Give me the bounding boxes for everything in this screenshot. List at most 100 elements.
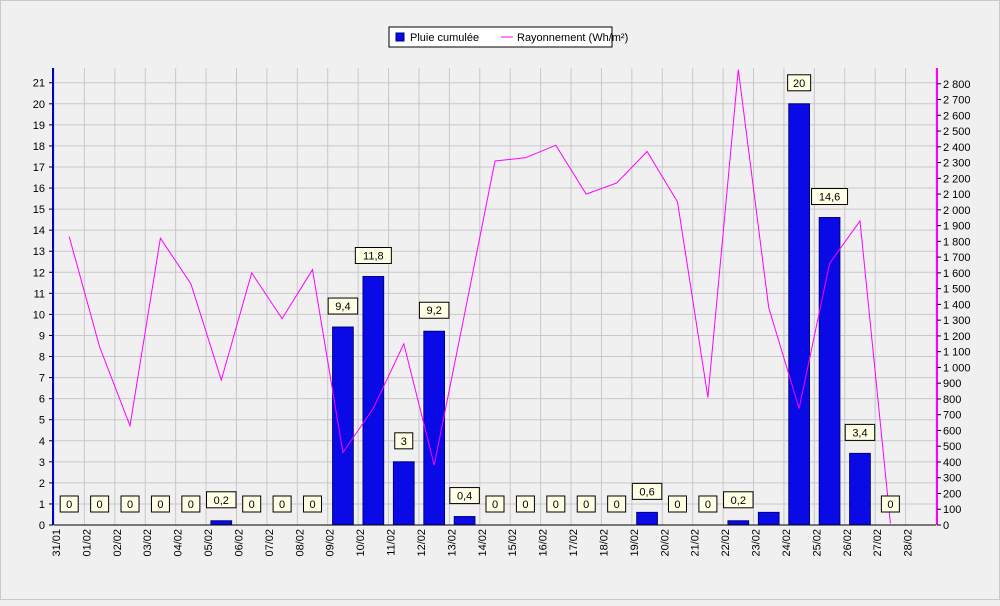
x-tick-label: 28/02 [903, 529, 915, 557]
data-label: 0 [157, 499, 163, 511]
y2-tick-label: 1 900 [943, 221, 971, 233]
data-label: 20 [793, 78, 805, 90]
legend: Pluie cumulée Rayonnement (Wh/m²) [388, 26, 628, 48]
data-label-box [272, 495, 292, 513]
y2-tick-label: 1 600 [943, 268, 971, 280]
y-tick-label: 10 [33, 309, 45, 321]
data-label: 0 [705, 499, 711, 511]
data-label-box [394, 432, 414, 450]
y2-tick-label: 1 200 [943, 331, 971, 343]
y2-tick-label: 500 [943, 441, 961, 453]
data-label: 0,6 [639, 486, 654, 498]
legend-label-rayonnement: Rayonnement (Wh/m²) [517, 32, 628, 44]
legend-swatch-pluie [395, 32, 405, 42]
data-labels: 0 0 0 0 0 0,2 0 0 0 9,4 11,8 3 9,2 0,4 0 0 0 0 0 0,6 0 0 0,2 20… [59, 74, 900, 513]
y2-tick-label: 2 000 [943, 205, 971, 217]
x-tick-label: 04/02 [173, 529, 185, 557]
y-tick-label: 13 [33, 246, 45, 258]
data-label: 0,2 [214, 495, 229, 507]
x-tick-label: 05/02 [203, 529, 215, 557]
data-label: 0 [309, 499, 315, 511]
x-tick-label: 06/02 [233, 529, 245, 557]
data-label: 3 [401, 436, 407, 448]
data-label: 0 [188, 499, 194, 511]
y-tick-label: 6 [39, 394, 45, 406]
y-tick-label: 0 [39, 520, 45, 532]
x-tick-label: 03/02 [142, 529, 154, 557]
x-tick-label: 10/02 [355, 529, 367, 557]
x-tick-label: 01/02 [81, 529, 93, 557]
y2-tick-label: 600 [943, 425, 961, 437]
y-tick-label: 19 [33, 120, 45, 132]
bar [788, 103, 810, 526]
bar [392, 461, 415, 526]
y-tick-label: 12 [33, 267, 45, 279]
data-label: 0 [97, 499, 103, 511]
data-label: 0 [522, 499, 528, 511]
y2-tick-label: 300 [943, 473, 961, 485]
data-label: 0 [279, 499, 285, 511]
y-tick-label: 17 [33, 162, 45, 174]
x-tick-label: 16/02 [538, 529, 550, 557]
data-label: 0 [66, 499, 72, 511]
bar [210, 520, 233, 526]
data-label: 0 [583, 499, 589, 511]
data-label-box [607, 495, 627, 513]
bar [362, 275, 385, 526]
data-label: 0 [492, 499, 498, 511]
y-tick-label: 15 [33, 204, 45, 216]
data-label-box [90, 495, 110, 513]
data-label: 11,8 [363, 250, 384, 262]
y-tick-label: 7 [39, 373, 45, 385]
data-label-box [59, 495, 79, 513]
y2-tick-label: 1 300 [943, 315, 971, 327]
data-label-box [515, 495, 535, 513]
data-label-box [242, 495, 262, 513]
data-label: 0,2 [731, 495, 746, 507]
line-series [68, 69, 891, 524]
y2-tick-label: 2 600 [943, 110, 971, 122]
x-tick-label: 09/02 [325, 529, 337, 557]
data-label-box [698, 495, 718, 513]
y-tick-label: 2 [39, 478, 45, 490]
y2-tick-label: 2 400 [943, 142, 971, 154]
data-label-box [667, 495, 687, 513]
y2-tick-label: 1 700 [943, 252, 971, 264]
data-label-box [880, 495, 900, 513]
data-label: 9,4 [335, 301, 350, 313]
y-tick-label: 8 [39, 352, 45, 364]
y-tick-label: 1 [39, 499, 45, 511]
data-label-box [485, 495, 505, 513]
data-label-box [576, 495, 596, 513]
data-label: 9,2 [427, 305, 442, 317]
y2-tick-label: 1 000 [943, 362, 971, 374]
y-tick-label: 4 [39, 436, 45, 448]
data-label: 0,4 [457, 491, 472, 503]
y-tick-label: 3 [39, 457, 45, 469]
x-tick-label: 20/02 [659, 529, 671, 557]
bar [849, 452, 871, 526]
x-tick-label: 27/02 [872, 529, 884, 557]
y2-tick-label: 2 300 [943, 158, 971, 170]
y2-tick-label: 200 [943, 488, 961, 500]
y2-tick-label: 700 [943, 410, 961, 422]
y2-tick-label: 400 [943, 457, 961, 469]
data-label: 0 [249, 499, 255, 511]
x-tick-label: 17/02 [568, 529, 580, 557]
data-label-box [150, 495, 170, 513]
y2-tick-label: 2 200 [943, 173, 971, 185]
data-label-box [120, 495, 140, 513]
data-label: 0 [614, 499, 620, 511]
x-tick-label: 25/02 [811, 529, 823, 557]
x-tick-label: 11/02 [386, 529, 398, 556]
data-label-box [844, 423, 876, 441]
y2-tick-label: 2 500 [943, 126, 971, 138]
data-label: 0 [553, 499, 559, 511]
bar [727, 520, 750, 526]
bar [453, 516, 476, 526]
y-tick-label: 21 [33, 78, 45, 90]
x-tick-label: 24/02 [781, 529, 793, 557]
data-label: 14,6 [819, 192, 840, 204]
